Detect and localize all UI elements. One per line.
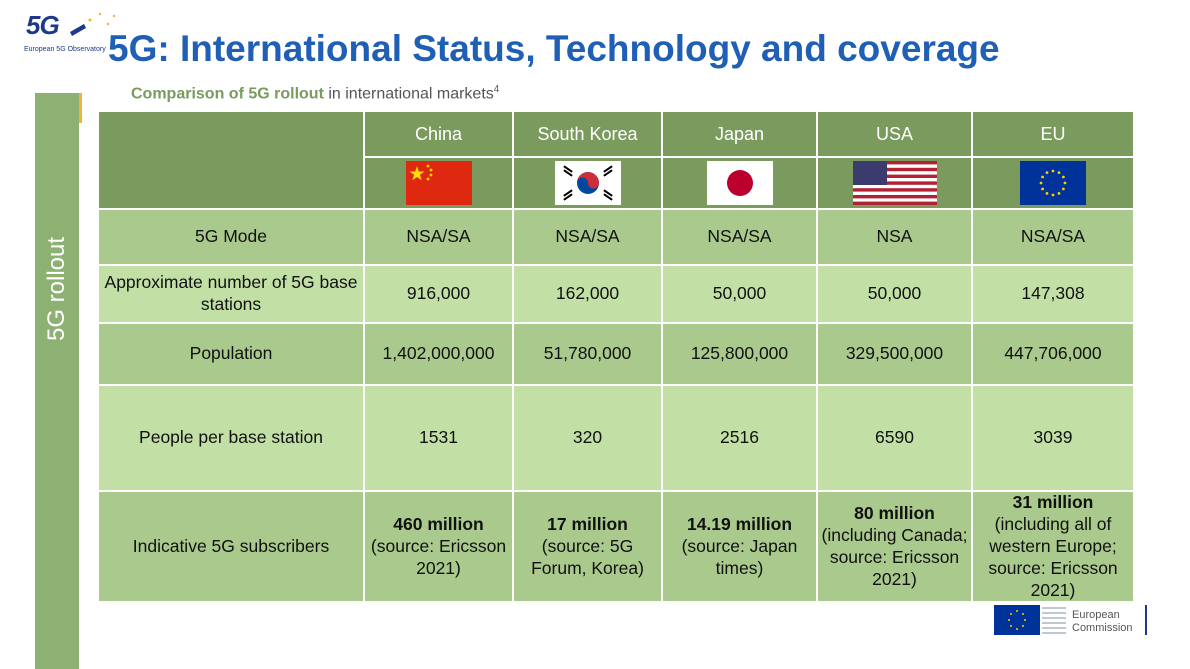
side-bar — [35, 93, 79, 669]
china-flag-icon — [405, 161, 472, 205]
ec-text: European Commission — [1072, 609, 1133, 635]
subtitle-rest: in international markets — [328, 85, 494, 103]
header-row: China South Korea Japan USA EU — [97, 110, 1135, 210]
table-cell: 1531 — [363, 384, 514, 492]
page-title: 5G: International Status, Technology and… — [108, 28, 1000, 69]
table-cell: 14.19 million (source: Japan times) — [661, 489, 818, 604]
flag-cell — [816, 156, 973, 210]
row-label: Approximate number of 5G base stations — [97, 264, 365, 324]
table-cell: 125,800,000 — [661, 322, 818, 386]
observatory-logo-icon — [70, 12, 116, 36]
country-header: South Korea — [512, 110, 663, 158]
table-cell: NSA/SA — [363, 208, 514, 266]
subscriber-source: (including Canada; source: Ericsson 2021… — [821, 524, 968, 589]
table-cell: 329,500,000 — [816, 322, 973, 386]
japan-flag-icon — [706, 161, 773, 205]
table-cell: 162,000 — [512, 264, 663, 324]
accent-line — [79, 93, 82, 123]
table-row: Indicative 5G subscribers 460 million (so… — [97, 489, 1135, 604]
table-cell: 916,000 — [363, 264, 514, 324]
flag-cell — [661, 156, 818, 210]
logo-mark: 5G — [26, 10, 60, 40]
header-corner — [97, 110, 365, 210]
side-label-text: 5G rollout — [43, 236, 70, 342]
flag-row — [98, 156, 1135, 210]
ec-text-line1: European — [1072, 609, 1120, 621]
subscriber-source: (source: 5G Forum, Korea) — [531, 535, 644, 578]
flag-cell — [512, 156, 663, 210]
table-row: People per base station 1531 320 2516 65… — [97, 384, 1135, 492]
subscriber-source: (source: Ericsson 2021) — [370, 535, 507, 578]
table-cell: 460 million (source: Ericsson 2021) — [363, 489, 514, 604]
row-label: People per base station — [97, 384, 365, 492]
country-header: EU — [971, 110, 1135, 158]
eu-flag-icon — [1020, 161, 1086, 205]
flag-cell — [971, 156, 1135, 210]
table-cell: NSA — [816, 208, 973, 266]
subscriber-count: 31 million — [1012, 492, 1094, 512]
table-cell: NSA/SA — [512, 208, 663, 266]
table-cell: 2516 — [661, 384, 818, 492]
country-header: Japan — [661, 110, 818, 158]
subscriber-count: 80 million — [854, 502, 935, 523]
ec-logo-icon — [994, 605, 1066, 635]
country-header: China — [363, 110, 514, 158]
table-cell: 51,780,000 — [512, 322, 663, 386]
logo-subtitle: European 5G Observatory — [24, 46, 106, 53]
table-cell: 31 million (including all of western Euro… — [971, 489, 1135, 604]
table-cell: 447,706,000 — [971, 322, 1135, 386]
ec-divider — [1145, 605, 1147, 635]
table-subtitle: Comparison of 5G rollout in internationa… — [131, 84, 499, 103]
subscriber-source: (including all of western Europe; source… — [988, 513, 1118, 600]
table-cell: 50,000 — [661, 264, 818, 324]
table-cell: 320 — [512, 384, 663, 492]
table-cell: 80 million (including Canada; source: Eri… — [816, 489, 973, 604]
subtitle-footnote: 4 — [493, 84, 500, 95]
subtitle-bold: Comparison of 5G rollout — [131, 85, 324, 103]
row-label: Indicative 5G subscribers — [97, 489, 365, 604]
observatory-logo: 5G European 5G Observatory — [4, 6, 124, 53]
table-cell: 147,308 — [971, 264, 1135, 324]
flag-cell — [363, 156, 514, 210]
ec-text-line2: Commission — [1072, 622, 1133, 634]
table-row: Approximate number of 5G base stations 9… — [97, 264, 1135, 324]
table-cell: 3039 — [971, 384, 1135, 492]
south-korea-flag-icon — [554, 161, 621, 205]
table-row: 5G Mode NSA/SA NSA/SA NSA/SA NSA NSA/SA — [97, 208, 1135, 266]
european-commission-logo: European Commission — [980, 603, 1150, 637]
table-row: Population 1,402,000,000 51,780,000 125,… — [97, 322, 1135, 386]
table-cell: 17 million (source: 5G Forum, Korea) — [512, 489, 663, 604]
subscriber-count: 460 million — [393, 513, 484, 534]
subscriber-count: 14.19 million — [686, 513, 793, 534]
table-cell: NSA/SA — [971, 208, 1135, 266]
table-cell: 1,402,000,000 — [363, 322, 514, 386]
row-label: Population — [97, 322, 365, 386]
comparison-table: China South Korea Japan USA EU — [97, 110, 1135, 604]
subscriber-count: 17 million — [547, 513, 628, 534]
table-cell: NSA/SA — [661, 208, 818, 266]
row-label: 5G Mode — [97, 208, 365, 266]
side-label: 5G rollout — [35, 93, 79, 669]
usa-flag-icon — [852, 161, 937, 205]
subscriber-source: (source: Japan times) — [681, 535, 798, 578]
table-cell: 50,000 — [816, 264, 973, 324]
table-cell: 6590 — [816, 384, 973, 492]
country-header: USA — [816, 110, 973, 158]
